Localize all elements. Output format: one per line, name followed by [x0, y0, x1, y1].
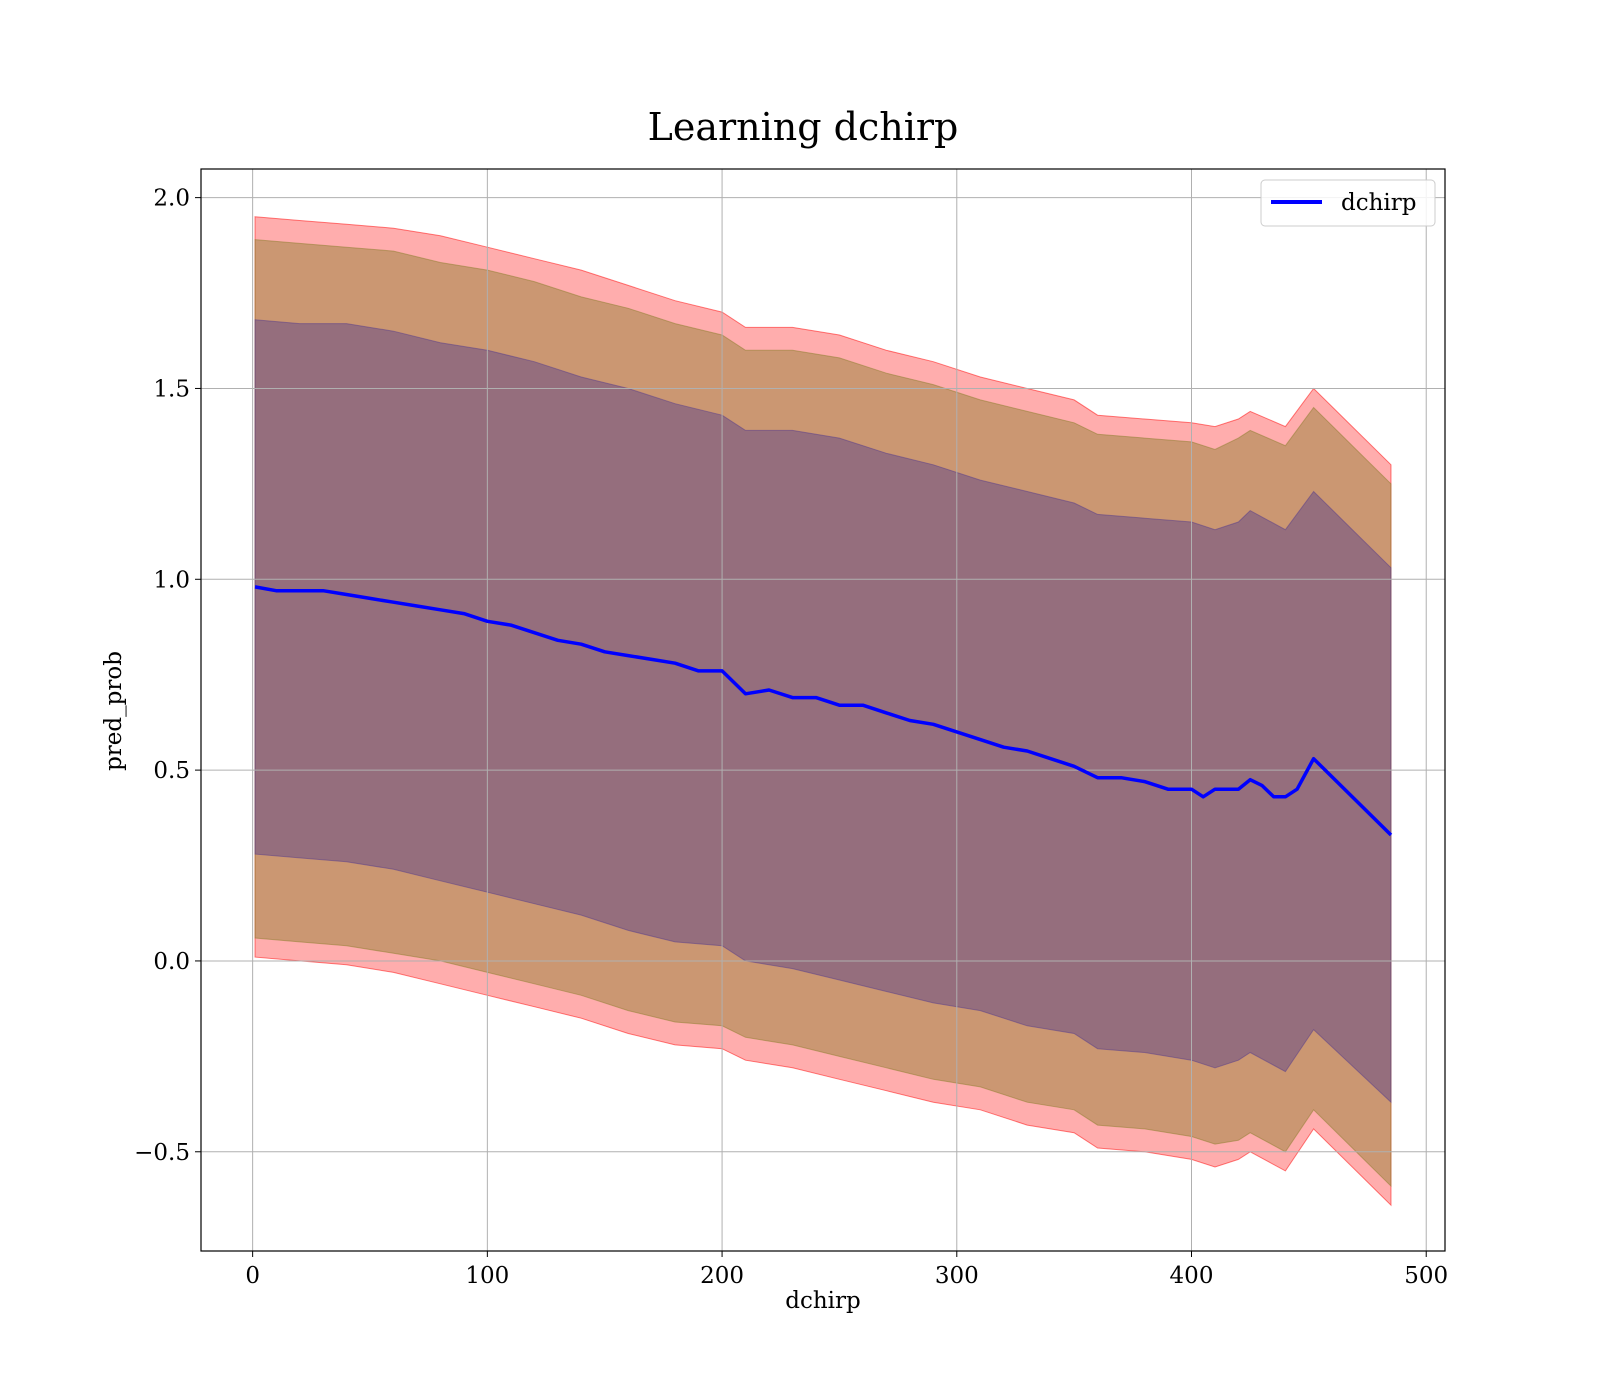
x-axis-label: dchirp [785, 1288, 861, 1314]
y-tick-label: 0.0 [153, 949, 190, 975]
confidence-bands [254, 216, 1392, 1207]
band-outer [254, 216, 1392, 1207]
x-tick-label: 100 [465, 1263, 509, 1289]
grid [201, 169, 1445, 1251]
series-line-dchirp [254, 585, 1393, 837]
band-inner [254, 319, 1392, 1104]
x-tick-label: 200 [700, 1263, 744, 1289]
x-tick-label: 500 [1404, 1263, 1448, 1289]
axis-ticks: 0 100 200 300 400 500 −0.5 0.0 0.5 1.0 1.5 2.0 [134, 186, 1448, 1289]
x-tick-label: 300 [935, 1263, 979, 1289]
y-tick-label: 1.0 [153, 567, 190, 593]
legend-box [1260, 179, 1436, 227]
legend-label: dchirp [1341, 190, 1417, 216]
legend: dchirp [1260, 179, 1436, 227]
y-axis-label: pred_prob [101, 651, 127, 771]
plot-frame [200, 168, 1446, 1252]
band-mid [254, 239, 1392, 1188]
line-series [254, 585, 1393, 837]
y-tick-label: −0.5 [134, 1140, 190, 1166]
x-tick-label: 400 [1170, 1263, 1214, 1289]
y-tick-label: 1.5 [153, 376, 190, 402]
y-tick-label: 0.5 [153, 758, 190, 784]
x-tick-label: 0 [245, 1263, 260, 1289]
chart-title: Learning dchirp [648, 105, 959, 149]
y-tick-label: 2.0 [153, 186, 190, 212]
